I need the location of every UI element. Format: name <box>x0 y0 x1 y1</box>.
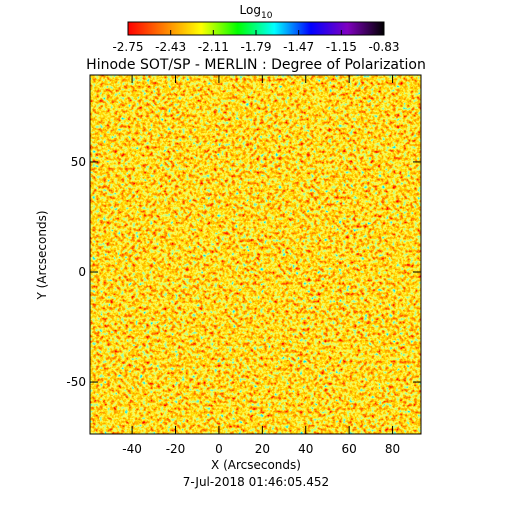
y-tick-label: 50 <box>71 155 86 169</box>
colorbar-label: Log10 <box>240 3 273 21</box>
date-label: 7-Jul-2018 01:46:05.452 <box>183 475 329 489</box>
x-tick-label: -40 <box>122 442 142 456</box>
x-tick-label: 40 <box>298 442 313 456</box>
x-tick-label: 0 <box>215 442 223 456</box>
chart-title: Hinode SOT/SP - MERLIN : Degree of Polar… <box>86 57 426 73</box>
colorbar-tick-label: -1.15 <box>326 40 357 54</box>
colorbar-tick-label: -2.43 <box>155 40 186 54</box>
colorbar-label-main: Log <box>240 3 261 17</box>
x-axis-label: X (Arcseconds) <box>211 458 301 472</box>
y-tick-label: -50 <box>66 375 86 389</box>
colorbar-tick-label: -1.79 <box>240 40 271 54</box>
x-tick-label: 20 <box>255 442 270 456</box>
y-axis-label: Y (Arcseconds) <box>35 210 49 300</box>
colorbar-label-sub: 10 <box>261 11 273 21</box>
plot-frame <box>89 74 422 435</box>
colorbar-tick-label: -0.83 <box>368 40 399 54</box>
heatmap-image <box>90 75 421 434</box>
y-tick-label: 0 <box>78 265 86 279</box>
colorbar-tick-label: -1.47 <box>283 40 314 54</box>
x-tick-label: -20 <box>166 442 186 456</box>
x-tick-label: 80 <box>385 442 400 456</box>
colorbar-tick-label: -2.75 <box>112 40 143 54</box>
x-tick-label: 60 <box>342 442 357 456</box>
colorbar-tick-label: -2.11 <box>198 40 229 54</box>
